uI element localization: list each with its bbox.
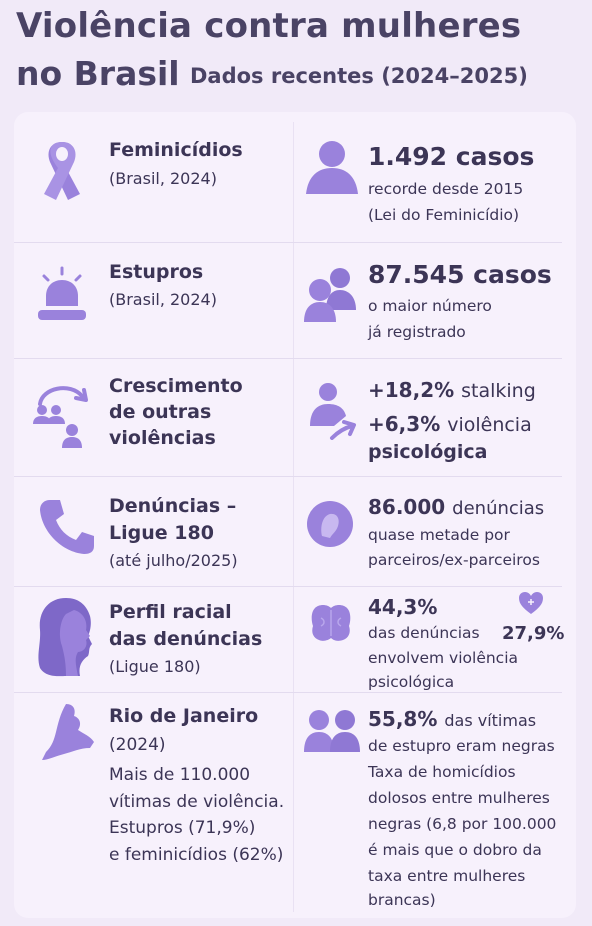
feminicidios-sub: (Brasil, 2024)	[109, 169, 217, 188]
perfil-title1: Perfil racial	[109, 601, 232, 623]
rio-right-label: das vítimas	[444, 711, 537, 730]
group-arrow-icon	[30, 380, 96, 452]
perfil-value2: 27,9%	[502, 623, 565, 644]
rio-right-text5: é mais que o dobro da	[368, 841, 542, 859]
rio-text3: Estupros (71,9%)	[109, 818, 256, 838]
rio-text4: e feminicídios (62%)	[109, 845, 284, 865]
rio-text2: vítimas de violência.	[109, 792, 285, 812]
feminicidios-value: 1.492 casos	[368, 142, 535, 171]
psicologica-value: +6,3%	[368, 412, 441, 436]
siren-icon	[36, 266, 88, 324]
crescimento-title3: violências	[109, 427, 216, 449]
stalking-value: +18,2%	[368, 378, 455, 402]
row-divider	[14, 358, 562, 359]
person-icon	[302, 138, 362, 196]
rio-right-text4: negras (6,8 por 100.000	[368, 815, 557, 833]
stats-card	[14, 112, 576, 918]
perfil-text1: das denúncias	[368, 624, 480, 642]
denuncias-value: 86.000	[368, 495, 446, 519]
stalking-label: stalking	[461, 380, 536, 402]
denuncias-title2: Ligue 180	[109, 522, 214, 544]
woman-profile-icon	[36, 596, 98, 680]
rio-right-value: 55,8%	[368, 707, 438, 731]
perfil-text2: envolvem violência	[368, 649, 519, 667]
row-divider	[14, 586, 562, 587]
column-divider	[293, 122, 294, 912]
crescimento-title2: de outras	[109, 401, 212, 423]
face-circle-icon	[306, 500, 354, 548]
ribbon-icon	[34, 138, 90, 208]
rio-title: Rio de Janeiro	[109, 705, 259, 727]
two-people-icon	[302, 264, 358, 322]
denuncias-row: 86.000 denúncias	[368, 493, 544, 523]
rio-right-row: 55,8% das vítimas	[368, 705, 536, 735]
estupros-text2: já registrado	[368, 323, 466, 341]
feminicidios-title: Feminicídios	[109, 139, 243, 161]
perfil-value: 44,3%	[368, 595, 438, 619]
row-divider	[14, 476, 562, 477]
brain-icon	[309, 602, 353, 644]
denuncias-label: denúncias	[452, 498, 545, 519]
rio-right-text2: Taxa de homicídios	[368, 763, 516, 781]
state-map-icon	[40, 702, 96, 762]
feminicidios-text2: (Lei do Feminicídio)	[368, 206, 520, 224]
estupros-value: 87.545 casos	[368, 260, 552, 289]
row-divider	[14, 692, 562, 693]
stalking-row: +18,2% stalking	[368, 376, 536, 405]
estupros-title: Estupros	[109, 261, 204, 283]
denuncias-text2: parceiros/ex-parceiros	[368, 551, 540, 569]
perfil-title2: das denúncias	[109, 628, 263, 650]
page-title-line2: no Brasil	[16, 54, 180, 93]
rio-right-text7: brancas)	[368, 891, 436, 909]
person-arrow-icon	[304, 380, 360, 440]
estupros-sub: (Brasil, 2024)	[109, 290, 217, 309]
estupros-text1: o maior número	[368, 297, 492, 315]
rio-sub: (2024)	[109, 735, 166, 755]
heart-icon	[517, 590, 545, 616]
feminicidios-text1: recorde desde 2015	[368, 180, 524, 198]
denuncias-title1: Denúncias –	[109, 495, 237, 517]
rio-right-text6: taxa entre mulheres	[368, 867, 526, 885]
denuncias-text1: quase metade por	[368, 526, 510, 544]
crescimento-title1: Crescimento	[109, 375, 243, 397]
rio-text1: Mais de 110.000	[109, 765, 251, 785]
denuncias-sub: (até julho/2025)	[109, 551, 238, 570]
rio-right-text1: de estupro eram negras	[368, 737, 555, 755]
phone-icon	[38, 496, 96, 556]
psicologica-row: +6,3% violência	[368, 410, 532, 439]
page-title-line1: Violência contra mulheres	[16, 6, 522, 46]
psicologica-label-b: psicológica	[368, 441, 488, 463]
row-divider	[14, 242, 562, 243]
two-people-icon	[304, 708, 360, 754]
page-subtitle: Dados recentes (2024–2025)	[190, 64, 528, 88]
perfil-sub: (Ligue 180)	[109, 657, 201, 676]
perfil-text3: psicológica	[368, 673, 455, 691]
rio-right-text3: dolosos entre mulheres	[368, 789, 550, 807]
psicologica-label-a: violência	[447, 414, 532, 436]
